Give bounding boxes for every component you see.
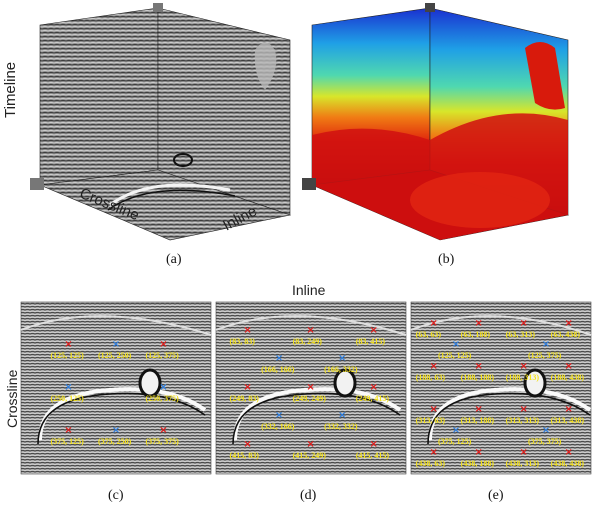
timeline-label: Timeline: [2, 61, 19, 118]
control-point-marker: ×: [541, 339, 551, 350]
control-point-marker: ×: [159, 382, 168, 393]
control-point-label: (438, 63): [415, 458, 445, 468]
control-point-label: (188, 438): [550, 372, 584, 382]
control-point-label: (188, 313): [505, 372, 539, 382]
control-point-marker: ×: [159, 339, 168, 350]
control-point-marker: ×: [451, 425, 461, 436]
control-point-label: (125, 125): [438, 351, 472, 360]
control-point-marker: ×: [474, 360, 483, 372]
control-point-label: (375, 250): [98, 437, 132, 446]
control-point-marker: ×: [306, 324, 315, 336]
control-point-marker: ×: [306, 438, 315, 450]
control-point-marker: ×: [64, 382, 73, 393]
control-point-marker: ×: [429, 446, 438, 458]
control-point-label: (415, 249): [292, 450, 326, 460]
control-point-label: (250, 125): [50, 394, 84, 403]
control-point-marker: ×: [429, 360, 438, 372]
control-point-label: (249, 249): [292, 393, 326, 403]
control-point-label: (188, 188): [460, 372, 494, 382]
control-point-marker: ×: [474, 403, 483, 415]
control-point-label: (375, 125): [50, 437, 84, 446]
control-point-marker: ×: [541, 425, 551, 436]
control-point-label: (313, 188): [460, 415, 494, 425]
control-point-marker: ×: [64, 425, 73, 436]
control-point-label: (415, 83): [229, 450, 259, 460]
slice-panel-d: [215, 301, 407, 475]
control-point-label: (375, 125): [438, 437, 472, 446]
control-point-marker: ×: [451, 339, 461, 350]
control-point-label: (188, 63): [415, 372, 445, 382]
caption-a: (a): [166, 252, 182, 267]
control-point-label: (332, 166): [261, 422, 295, 432]
seismic-cube-a: [30, 3, 292, 241]
control-point-label: (83, 415): [355, 336, 386, 346]
caption-c: (c): [108, 488, 124, 503]
side-crossline-label: Crossline: [4, 369, 20, 428]
control-point-label: (249, 415): [355, 393, 390, 403]
control-point-marker: ×: [111, 339, 121, 350]
control-point-marker: ×: [243, 438, 252, 450]
rgt-cube-b: [302, 3, 570, 241]
caption-b: (b): [438, 252, 455, 267]
control-point-label: (249, 83): [229, 393, 259, 403]
slice-panel-c: [20, 301, 212, 475]
control-point-marker: ×: [519, 360, 528, 372]
control-point-label: (125, 375): [528, 351, 562, 360]
control-point-label: (83, 83): [229, 336, 255, 346]
caption-e: (e): [488, 488, 504, 503]
control-point-label: (166, 166): [261, 365, 295, 375]
control-point-label: (166, 332): [324, 365, 358, 375]
control-point-label: (125, 125): [50, 351, 84, 360]
control-point-marker: ×: [519, 446, 528, 458]
control-point-label: (63, 188): [460, 329, 490, 339]
control-point-marker: ×: [564, 317, 573, 329]
control-point-label: (313, 63): [415, 415, 445, 425]
control-point-marker: ×: [159, 425, 168, 436]
control-point-marker: ×: [243, 381, 252, 393]
control-point-label: (63, 313): [505, 329, 535, 339]
slice-panel-e: [410, 301, 592, 475]
control-point-marker: ×: [429, 403, 438, 415]
control-point-marker: ×: [519, 317, 528, 329]
control-point-label: (125, 250): [98, 351, 132, 360]
top-inline-label: Inline: [292, 282, 326, 298]
control-point-label: (125, 375): [145, 351, 179, 360]
control-point-marker: ×: [369, 438, 378, 450]
control-point-marker: ×: [369, 324, 378, 336]
control-point-label: (250, 375): [145, 394, 179, 403]
control-point-label: (415, 415): [355, 450, 390, 460]
control-point-label: (332, 332): [324, 422, 358, 432]
control-point-marker: ×: [474, 317, 483, 329]
control-point-label: (438, 438): [550, 458, 584, 468]
caption-d: (d): [300, 488, 317, 503]
control-point-marker: ×: [274, 410, 284, 422]
control-point-label: (313, 438): [550, 415, 584, 425]
control-point-marker: ×: [429, 317, 438, 329]
control-point-label: (438, 188): [460, 458, 494, 468]
control-point-label: (63, 63): [415, 329, 441, 339]
control-point-label: (375, 375): [145, 437, 179, 446]
control-point-marker: ×: [519, 403, 528, 415]
control-point-marker: ×: [564, 446, 573, 458]
control-point-marker: ×: [243, 324, 252, 336]
control-point-marker: ×: [564, 360, 573, 372]
control-point-marker: ×: [337, 410, 347, 422]
control-point-marker: ×: [306, 381, 315, 393]
control-point-marker: ×: [111, 425, 121, 436]
control-point-label: (375, 375): [528, 437, 562, 446]
control-point-label: (313, 313): [505, 415, 539, 425]
control-point-label: (83, 249): [292, 336, 322, 346]
control-point-marker: ×: [274, 353, 284, 365]
control-point-label: (438, 313): [505, 458, 539, 468]
control-point-marker: ×: [64, 339, 73, 350]
control-point-marker: ×: [564, 403, 573, 415]
control-point-marker: ×: [337, 353, 347, 365]
control-point-marker: ×: [474, 446, 483, 458]
control-point-label: (63, 438): [550, 329, 580, 339]
control-point-marker: ×: [369, 381, 378, 393]
